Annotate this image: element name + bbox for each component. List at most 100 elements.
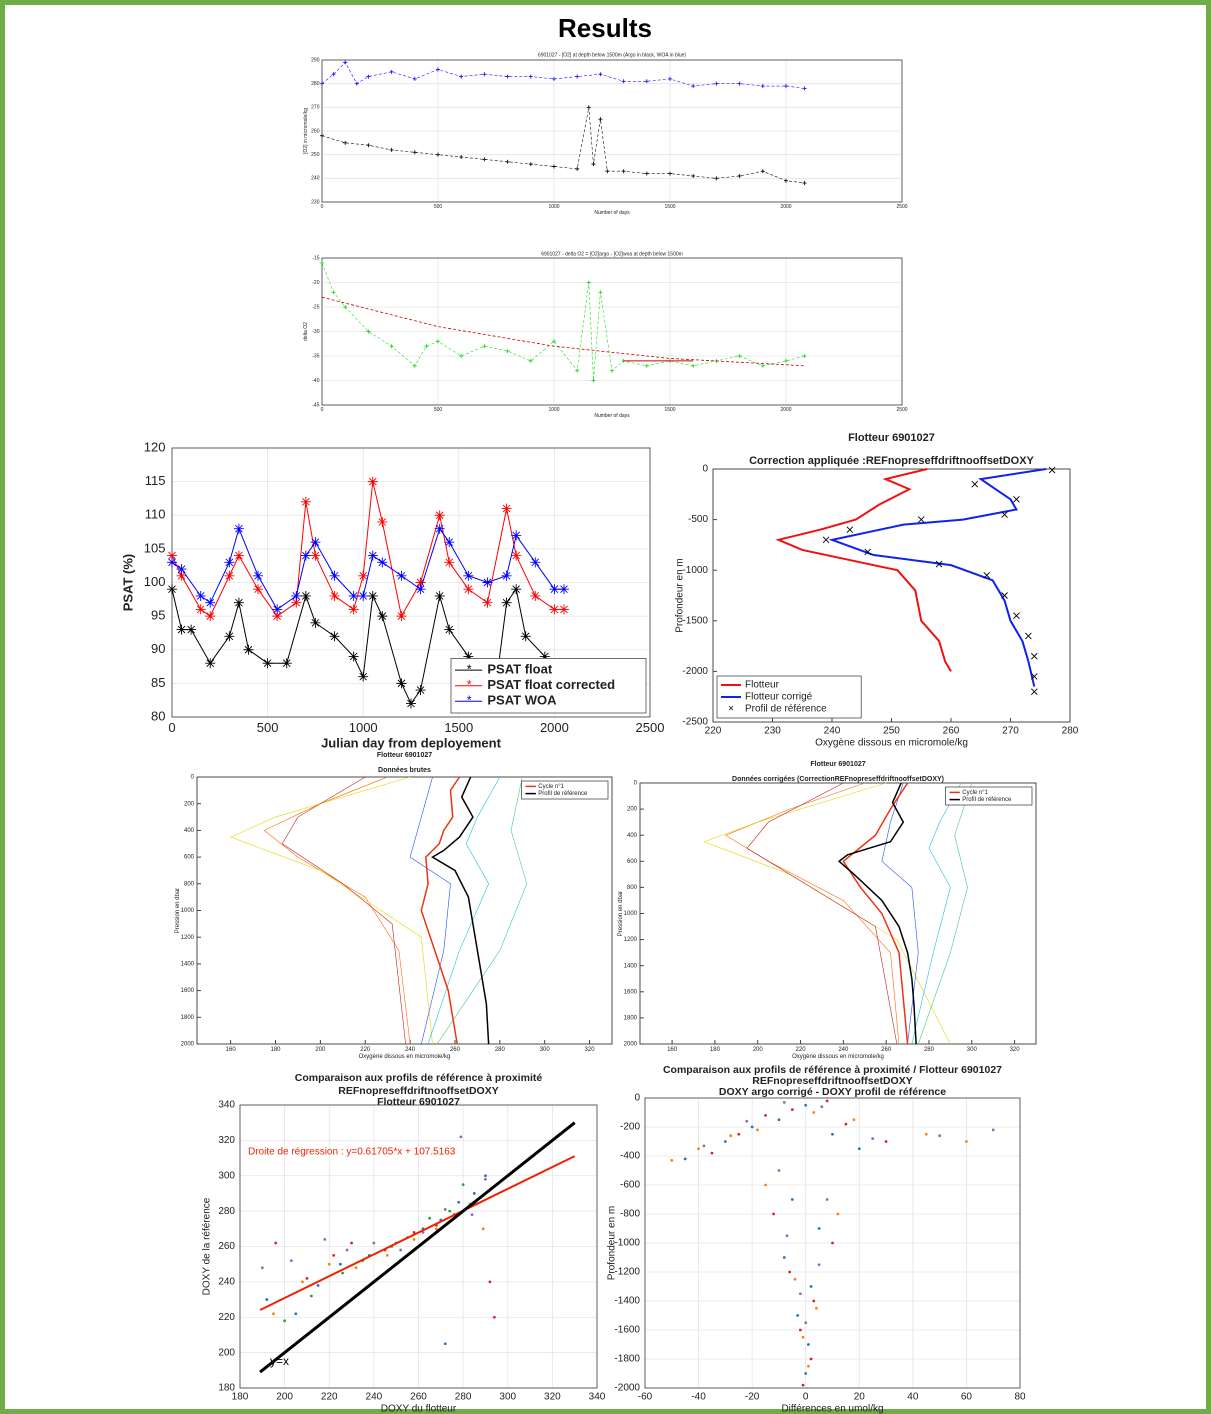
data-point bbox=[871, 1137, 875, 1140]
data-point bbox=[621, 169, 626, 174]
data-point bbox=[586, 105, 591, 110]
data-point bbox=[820, 1105, 824, 1109]
y-tick-label: 90 bbox=[151, 641, 165, 656]
x-tick-label: -20 bbox=[745, 1392, 760, 1403]
data-point bbox=[472, 1192, 476, 1195]
x-tick-label: 160 bbox=[226, 1047, 237, 1053]
data-point bbox=[339, 1262, 342, 1266]
data-point bbox=[802, 181, 807, 186]
x-tick-label: 220 bbox=[360, 1047, 371, 1053]
data-point bbox=[443, 1207, 447, 1211]
x-axis-label: Oxygène dissous en micromole/kg bbox=[815, 738, 968, 749]
data-point bbox=[511, 584, 522, 595]
y-tick-label: -1000 bbox=[682, 565, 708, 576]
y-tick-label: 1000 bbox=[181, 908, 195, 914]
x-axis-label: Oxygène dissous en micromole/kg bbox=[359, 1054, 451, 1060]
x-tick-label: 1500 bbox=[664, 407, 675, 413]
chart-title: 6901027 - delta O2 = [O2]argo - [O2]woa … bbox=[541, 251, 683, 257]
data-point bbox=[354, 81, 359, 86]
data-point bbox=[809, 1357, 813, 1361]
data-point bbox=[457, 1200, 461, 1204]
chart-title: Flotteur 6901027 bbox=[810, 761, 865, 768]
x-tick-label: 220 bbox=[705, 726, 722, 737]
data-point bbox=[804, 1321, 808, 1325]
x-tick-label: 2500 bbox=[636, 720, 665, 735]
data-point bbox=[777, 1169, 781, 1172]
data-point bbox=[825, 1099, 829, 1103]
data-point bbox=[965, 1140, 968, 1143]
x-tick-label: 340 bbox=[589, 1392, 606, 1403]
data-point bbox=[528, 74, 533, 79]
data-point bbox=[415, 584, 426, 595]
data-point bbox=[205, 611, 216, 622]
data-point bbox=[501, 570, 512, 581]
data-point bbox=[291, 597, 302, 608]
annotation: y=x bbox=[270, 1354, 289, 1368]
data-point bbox=[348, 604, 359, 615]
data-point bbox=[575, 74, 580, 79]
data-point bbox=[610, 368, 614, 373]
data-point bbox=[644, 171, 649, 176]
y-tick-label: -1800 bbox=[614, 1354, 640, 1365]
y-tick-label: -30 bbox=[312, 329, 319, 335]
data-point bbox=[320, 81, 324, 86]
chart-title: REFnopreseffdriftnooffsetDOXY bbox=[752, 1075, 912, 1087]
data-point bbox=[331, 72, 336, 77]
y-tick-label: 250 bbox=[311, 152, 320, 158]
data-point bbox=[737, 1132, 741, 1136]
data-point bbox=[575, 166, 580, 171]
data-point bbox=[530, 557, 541, 568]
data-point bbox=[501, 503, 512, 514]
data-point bbox=[1025, 632, 1032, 640]
data-point bbox=[459, 155, 464, 160]
x-axis-label: DOXY du flotteur bbox=[381, 1404, 457, 1414]
y-tick-label: 95 bbox=[151, 608, 165, 623]
data-point bbox=[670, 1158, 674, 1162]
data-point bbox=[377, 611, 388, 622]
data-point bbox=[482, 72, 487, 77]
y-axis-label: delta O2 bbox=[303, 322, 309, 341]
data-point bbox=[310, 550, 321, 561]
data-point bbox=[520, 631, 531, 642]
y-tick-label: -45 bbox=[312, 402, 319, 408]
y-axis-label: PSAT (%) bbox=[121, 554, 136, 612]
data-point bbox=[777, 1118, 781, 1122]
data-point bbox=[539, 651, 550, 662]
x-tick-label: 40 bbox=[907, 1392, 919, 1403]
y-axis-label: Pression en dbar bbox=[618, 891, 624, 936]
series-line bbox=[842, 782, 909, 1045]
data-point bbox=[367, 550, 378, 561]
data-point bbox=[691, 173, 696, 178]
x-axis-label: Number of days bbox=[594, 413, 630, 419]
data-point bbox=[756, 1128, 759, 1132]
data-point bbox=[1030, 652, 1038, 660]
data-point bbox=[289, 1259, 293, 1263]
data-point bbox=[817, 1263, 821, 1267]
x-tick-label: 280 bbox=[455, 1392, 472, 1403]
data-point bbox=[436, 67, 440, 72]
data-point bbox=[396, 611, 407, 622]
data-point bbox=[310, 617, 321, 628]
x-tick-label: 2500 bbox=[896, 204, 907, 210]
data-point bbox=[552, 164, 556, 169]
data-point bbox=[644, 79, 649, 84]
y-tick-label: 240 bbox=[218, 1277, 235, 1288]
data-point bbox=[444, 624, 455, 635]
legend-marker: * bbox=[467, 693, 472, 708]
data-point bbox=[644, 363, 649, 368]
x-tick-label: 280 bbox=[495, 1047, 506, 1053]
data-point bbox=[482, 344, 487, 349]
y-tick-label: 1800 bbox=[624, 1015, 638, 1021]
y-tick-label: 1200 bbox=[624, 937, 638, 943]
data-point bbox=[737, 81, 742, 86]
series-line bbox=[259, 1121, 576, 1374]
data-point bbox=[760, 84, 765, 89]
y-tick-label: 120 bbox=[144, 439, 166, 454]
data-point bbox=[377, 516, 388, 527]
data-point bbox=[505, 349, 510, 354]
data-point bbox=[372, 1241, 376, 1245]
series-line bbox=[775, 468, 952, 672]
data-point bbox=[412, 1238, 416, 1241]
data-point bbox=[233, 597, 244, 608]
data-point bbox=[272, 604, 283, 615]
